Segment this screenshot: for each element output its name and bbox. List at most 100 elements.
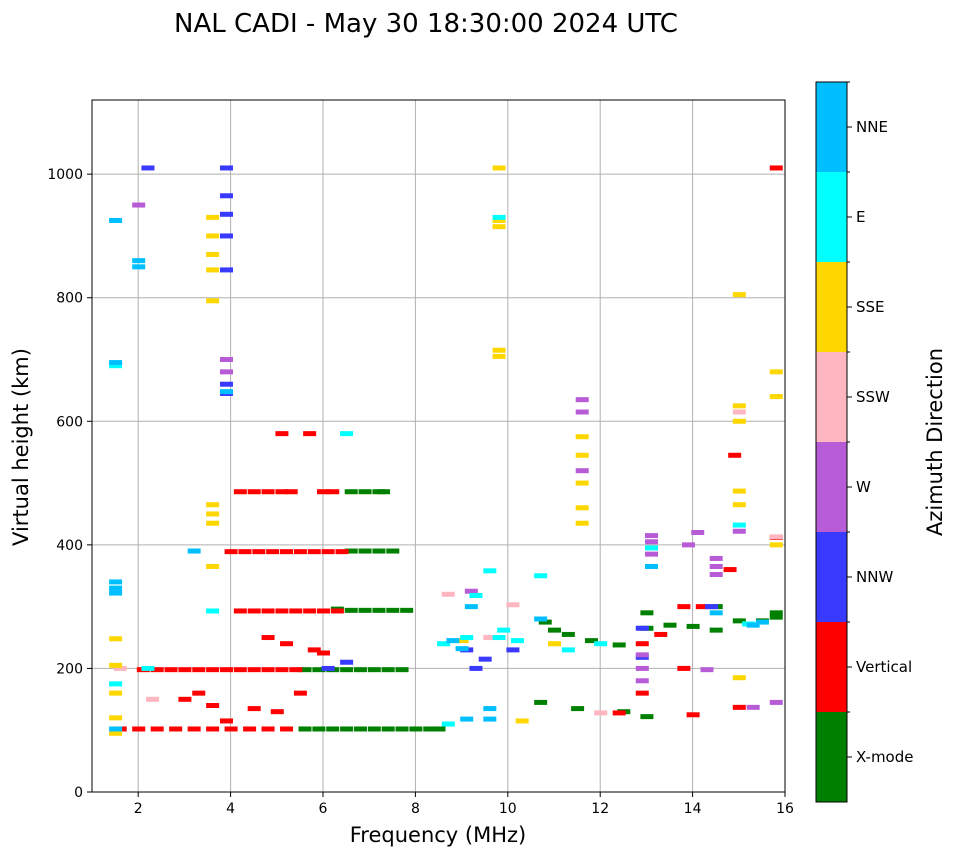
data-point-x-mode xyxy=(640,714,654,720)
data-point-vertical xyxy=(317,608,330,614)
data-point-x-mode xyxy=(298,726,312,732)
data-point-sse xyxy=(492,353,506,359)
colorbar-segment-e xyxy=(816,172,847,262)
x-tick-label: 10 xyxy=(499,801,517,817)
x-tick-label: 6 xyxy=(319,801,328,817)
data-point-w xyxy=(700,667,714,673)
data-point-sse xyxy=(548,641,561,647)
data-point-vertical xyxy=(289,667,303,673)
data-point-vertical xyxy=(224,726,238,732)
data-point-w xyxy=(575,397,589,403)
data-point-sse xyxy=(109,662,123,668)
data-point-sse xyxy=(575,452,589,458)
data-point-x-mode xyxy=(686,623,700,629)
data-point-vertical xyxy=(289,608,303,614)
data-point-sse xyxy=(206,214,220,220)
data-point-nnw xyxy=(705,604,719,610)
axis-ticks: 2 4 6 8 10 12 14 16 0 200 400 600 800 1000 xyxy=(47,167,794,817)
data-point-e xyxy=(441,721,455,727)
data-point-sse xyxy=(732,292,746,298)
data-point-e xyxy=(483,568,497,574)
data-point-vertical xyxy=(695,604,709,610)
data-point-ssw xyxy=(483,635,497,641)
data-point-vertical xyxy=(187,726,201,732)
data-point-sse xyxy=(769,542,783,548)
x-tick-label: 16 xyxy=(776,801,794,817)
data-point-e xyxy=(511,638,525,644)
data-point-x-mode xyxy=(423,726,437,732)
data-point-vertical xyxy=(293,549,307,555)
x-tick-label: 2 xyxy=(134,801,143,817)
data-point-w xyxy=(709,572,723,578)
data-point-nne xyxy=(109,590,123,596)
data-point-x-mode xyxy=(377,489,391,495)
data-point-e xyxy=(437,641,451,647)
data-point-nnw xyxy=(321,665,335,671)
colorbar-segment-nne xyxy=(816,82,847,172)
data-point-x-mode xyxy=(367,726,381,732)
data-point-x-mode xyxy=(353,667,367,673)
data-point-w xyxy=(635,665,649,671)
x-tick-label: 8 xyxy=(411,801,420,817)
data-point-e xyxy=(460,635,474,641)
data-point-x-mode xyxy=(381,667,395,673)
data-point-x-mode xyxy=(432,726,446,732)
data-point-w xyxy=(769,699,783,705)
data-point-x-mode xyxy=(612,642,626,648)
data-point-vertical xyxy=(233,489,247,495)
data-point-x-mode xyxy=(584,638,598,644)
data-point-vertical xyxy=(219,667,233,673)
data-point-sse xyxy=(732,675,746,681)
data-point-vertical xyxy=(303,431,317,437)
data-point-nne xyxy=(755,619,769,625)
colorbar-segment-w xyxy=(816,442,847,532)
data-point-vertical xyxy=(284,489,298,495)
data-point-vertical xyxy=(132,726,146,732)
data-point-e xyxy=(492,635,506,641)
data-point-vertical xyxy=(243,726,257,732)
data-point-vertical xyxy=(275,608,289,614)
data-point-vertical xyxy=(275,489,289,495)
data-point-x-mode xyxy=(372,548,386,554)
data-point-sse xyxy=(492,217,506,223)
data-point-vertical xyxy=(280,549,294,555)
colorbar-label: SSW xyxy=(856,388,890,406)
data-point-vertical xyxy=(723,567,737,573)
data-point-vertical xyxy=(612,710,626,716)
data-point-w xyxy=(635,678,649,684)
data-point-x-mode xyxy=(344,607,358,613)
data-point-w xyxy=(219,357,233,362)
data-point-nne xyxy=(132,258,146,264)
data-point-sse xyxy=(206,502,220,508)
data-point-nnw xyxy=(469,665,483,671)
data-point-w xyxy=(645,533,659,539)
data-point-nnw xyxy=(478,656,492,662)
colorbar-label: NNW xyxy=(856,568,893,586)
data-point-vertical xyxy=(686,712,700,718)
data-point-vertical xyxy=(654,631,668,637)
data-point-w xyxy=(575,409,589,415)
data-point-x-mode xyxy=(732,618,746,624)
data-point-vertical xyxy=(270,709,284,715)
colorbar-label: E xyxy=(856,208,865,226)
data-point-vertical xyxy=(261,608,275,614)
colorbar-label: Vertical xyxy=(856,658,912,676)
data-point-vertical xyxy=(206,667,220,673)
data-point-sse xyxy=(732,488,746,494)
data-point-e xyxy=(109,681,123,687)
data-point-nnw xyxy=(219,233,233,239)
data-point-nne xyxy=(483,716,497,722)
data-point-x-mode xyxy=(312,726,326,732)
data-point-sse xyxy=(732,418,746,424)
colorbar-label: W xyxy=(856,478,871,496)
data-point-sse xyxy=(492,224,506,230)
data-point-vertical xyxy=(261,489,275,495)
data-point-nnw xyxy=(219,165,233,171)
data-point-x-mode xyxy=(395,726,409,732)
data-point-x-mode xyxy=(353,726,367,732)
data-point-vertical xyxy=(178,696,192,702)
data-point-vertical xyxy=(293,690,307,696)
data-point-x-mode xyxy=(409,726,423,732)
colorbar-label: SSE xyxy=(856,298,885,316)
data-point-x-mode xyxy=(358,607,372,613)
